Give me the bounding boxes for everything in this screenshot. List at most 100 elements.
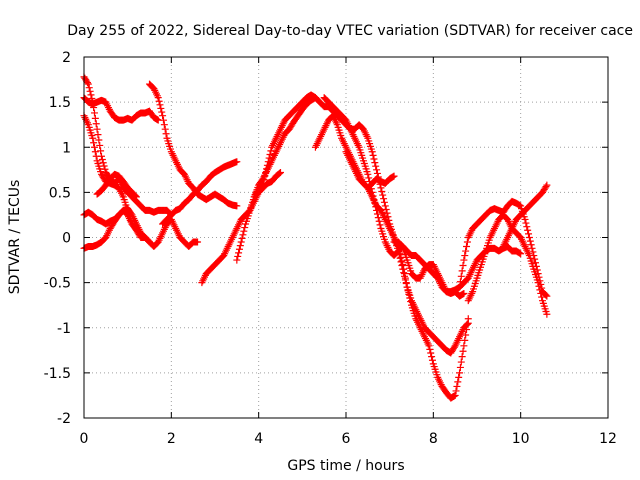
data-point xyxy=(236,242,244,250)
y-tick-label: -2 xyxy=(57,411,71,427)
data-point xyxy=(159,116,167,124)
data-point xyxy=(382,206,390,214)
data-point xyxy=(92,120,100,128)
data-point xyxy=(456,283,464,291)
data-point xyxy=(234,252,242,260)
tick-labels: 0 2 4 6 8 10 12 2 1.5 1 0.5 0 -0.5 -1 -1.5 -2 xyxy=(44,50,617,447)
data-point xyxy=(457,272,465,280)
data-point xyxy=(401,270,409,278)
data-point xyxy=(390,172,398,180)
data-point xyxy=(380,195,388,203)
data-point xyxy=(517,250,525,258)
data-point xyxy=(241,224,249,232)
data-point xyxy=(364,170,372,178)
series-6 xyxy=(93,170,140,201)
data-point xyxy=(311,94,319,102)
x-tick-label: 6 xyxy=(342,431,351,447)
y-tick-label: 1 xyxy=(62,140,71,156)
data-point xyxy=(405,290,413,298)
data-point xyxy=(86,87,94,95)
series-15 xyxy=(342,148,472,402)
data-point xyxy=(155,97,163,105)
data-point xyxy=(371,159,379,167)
data-point xyxy=(160,121,168,129)
x-tick-label: 8 xyxy=(429,431,438,447)
data-point xyxy=(238,234,246,242)
data-point xyxy=(161,125,169,133)
data-point xyxy=(451,391,459,399)
series-7 xyxy=(146,80,241,210)
data-point xyxy=(428,353,436,361)
y-tick-label: -1.5 xyxy=(44,366,71,382)
data-point xyxy=(146,238,153,246)
series-12 xyxy=(311,112,398,192)
data-point xyxy=(454,378,462,386)
y-tick-label: 1.5 xyxy=(49,95,71,111)
data-point xyxy=(98,156,106,164)
data-point xyxy=(377,184,385,192)
data-point xyxy=(428,356,436,364)
x-tick-label: 0 xyxy=(80,431,89,447)
data-point xyxy=(158,108,166,116)
x-tick-label: 10 xyxy=(512,431,530,447)
chart-title: Day 255 of 2022, Sidereal Day-to-day VTE… xyxy=(67,23,633,39)
data-point xyxy=(90,139,98,147)
data-point xyxy=(542,291,550,299)
data-point xyxy=(459,261,467,269)
data-point xyxy=(276,169,284,177)
data-point xyxy=(84,80,92,88)
data-point xyxy=(525,230,533,238)
data-point xyxy=(395,246,403,254)
data-point xyxy=(157,104,165,112)
data-point xyxy=(370,155,378,163)
data-point xyxy=(156,101,164,109)
data-point xyxy=(380,198,388,206)
data-point xyxy=(237,238,245,246)
data-point xyxy=(88,95,96,103)
data-point xyxy=(366,178,374,186)
y-tick-label: -1 xyxy=(57,321,71,337)
data-point xyxy=(403,283,411,291)
y-tick-label: 2 xyxy=(62,50,71,66)
series-4 xyxy=(80,205,153,246)
data-point xyxy=(399,261,407,269)
data-point xyxy=(455,373,463,381)
x-axis-label: GPS time / hours xyxy=(287,458,404,474)
x-tick-label: 4 xyxy=(254,431,263,447)
series-14 xyxy=(333,112,472,357)
data-point xyxy=(397,253,405,261)
data-point xyxy=(95,136,103,144)
data-point xyxy=(128,220,136,228)
data-point xyxy=(99,159,107,167)
data-point xyxy=(372,162,380,170)
data-point xyxy=(374,214,382,222)
data-point xyxy=(458,353,466,361)
data-point xyxy=(373,166,381,174)
data-point xyxy=(461,336,469,344)
data-point xyxy=(91,114,99,122)
data-point xyxy=(460,289,468,297)
data-point xyxy=(543,181,551,189)
data-point xyxy=(378,187,386,195)
data-point xyxy=(89,134,97,142)
data-point xyxy=(537,289,545,297)
data-point xyxy=(461,252,469,260)
data-point xyxy=(374,173,382,181)
data-point xyxy=(401,274,409,282)
data-point xyxy=(100,162,108,170)
data-point xyxy=(453,382,461,390)
data-point xyxy=(235,245,243,253)
data-point xyxy=(427,349,435,357)
data-point xyxy=(452,387,460,395)
data-point xyxy=(93,125,101,133)
data-point xyxy=(90,104,98,112)
series-8 xyxy=(159,158,241,228)
data-point xyxy=(522,219,530,227)
series-18 xyxy=(464,211,551,318)
data-point xyxy=(379,191,387,199)
data-point xyxy=(462,331,470,339)
data-point xyxy=(457,358,465,366)
data-point xyxy=(97,147,105,155)
data-point xyxy=(132,192,140,200)
data-point xyxy=(524,226,532,234)
